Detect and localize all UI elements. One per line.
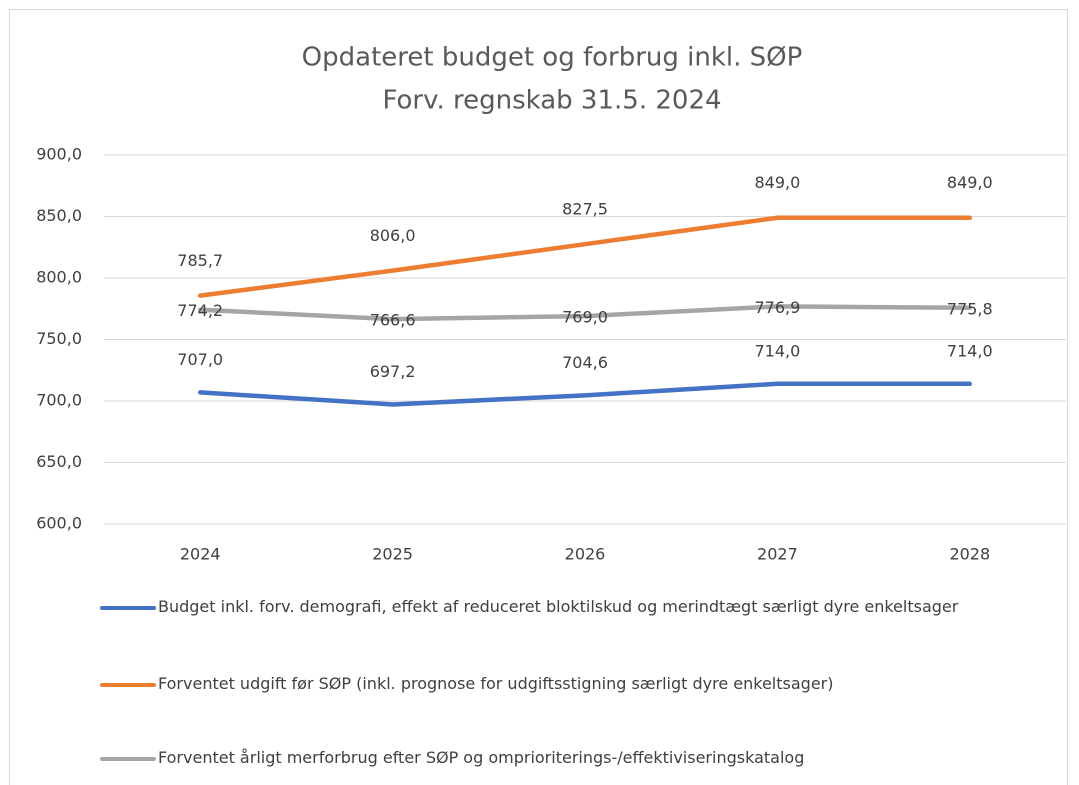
data-label: 849,0 (947, 173, 993, 192)
legend-item: Budget inkl. forv. demografi, effekt af … (100, 594, 1000, 620)
data-label: 704,6 (562, 353, 608, 372)
y-tick-label: 850,0 (36, 206, 82, 225)
data-label: 769,0 (562, 308, 608, 327)
y-tick-label: 650,0 (36, 452, 82, 471)
legend-swatch (100, 683, 156, 687)
y-tick-label: 800,0 (36, 268, 82, 287)
data-label: 775,8 (947, 299, 993, 318)
chart-subtitle: Forv. regnskab 31.5. 2024 (382, 86, 721, 116)
chart-title: Opdateret budget og forbrug inkl. SØP (302, 43, 803, 73)
chart-border (9, 9, 1068, 785)
data-label: 766,6 (370, 311, 416, 330)
legend-item: Forventet udgift før SØP (inkl. prognose… (100, 671, 1000, 697)
y-tick-label: 900,0 (36, 145, 82, 164)
x-tick-label: 2024 (180, 545, 221, 564)
series-line (197, 381, 973, 407)
data-label: 707,0 (177, 350, 223, 369)
data-label: 849,0 (754, 173, 800, 192)
legend-label: Forventet udgift før SØP (inkl. prognose… (158, 674, 834, 693)
legend-swatch (100, 606, 156, 610)
legend-swatch (100, 757, 156, 761)
data-label: 714,0 (947, 341, 993, 360)
legend-label: Forventet årligt merforbrug efter SØP og… (158, 748, 805, 767)
data-label: 697,2 (370, 362, 416, 381)
data-label: 827,5 (562, 200, 608, 219)
data-label: 714,0 (754, 341, 800, 360)
series-line (197, 215, 973, 298)
legend-label: Budget inkl. forv. demografi, effekt af … (158, 597, 959, 616)
x-tick-label: 2025 (372, 545, 413, 564)
x-tick-label: 2028 (949, 545, 990, 564)
data-label: 776,9 (754, 298, 800, 317)
y-tick-label: 750,0 (36, 329, 82, 348)
data-label: 785,7 (177, 251, 223, 270)
y-tick-label: 700,0 (36, 391, 82, 410)
data-label: 774,2 (177, 301, 223, 320)
x-tick-label: 2027 (757, 545, 798, 564)
y-tick-label: 600,0 (36, 514, 82, 533)
x-tick-label: 2026 (565, 545, 606, 564)
data-label: 806,0 (370, 226, 416, 245)
series-line (197, 304, 973, 322)
legend-item: Forventet årligt merforbrug efter SØP og… (100, 745, 1000, 771)
